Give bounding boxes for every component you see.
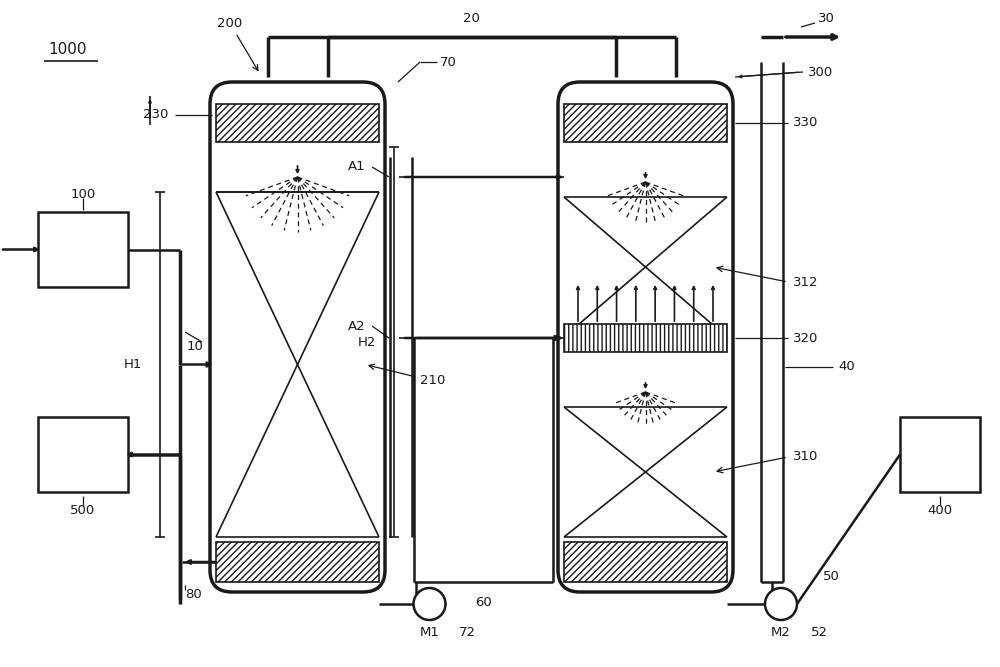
FancyBboxPatch shape bbox=[558, 82, 733, 592]
FancyBboxPatch shape bbox=[210, 82, 385, 592]
Bar bbox=[38, 212, 128, 287]
Text: 52: 52 bbox=[810, 626, 828, 638]
Text: 72: 72 bbox=[459, 626, 476, 638]
Text: 230: 230 bbox=[143, 109, 168, 121]
Bar bbox=[564, 324, 727, 352]
Text: 400: 400 bbox=[927, 504, 953, 516]
Bar bbox=[564, 542, 727, 582]
Text: H1: H1 bbox=[124, 358, 142, 371]
Text: 500: 500 bbox=[70, 504, 96, 516]
Text: M2: M2 bbox=[771, 626, 791, 638]
Bar bbox=[216, 104, 379, 142]
Text: 100: 100 bbox=[70, 187, 96, 201]
Text: 70: 70 bbox=[440, 55, 457, 69]
Text: 310: 310 bbox=[793, 450, 818, 464]
Text: H2: H2 bbox=[358, 336, 376, 348]
Circle shape bbox=[765, 588, 797, 620]
Circle shape bbox=[414, 588, 446, 620]
Text: 80: 80 bbox=[185, 588, 202, 600]
Text: 1000: 1000 bbox=[48, 43, 87, 57]
Text: 50: 50 bbox=[823, 570, 839, 582]
Text: 30: 30 bbox=[818, 13, 835, 25]
Text: 10: 10 bbox=[187, 340, 203, 354]
Text: 312: 312 bbox=[793, 275, 818, 289]
Text: 200: 200 bbox=[217, 17, 258, 71]
Text: A2: A2 bbox=[348, 319, 366, 333]
Text: M1: M1 bbox=[420, 626, 439, 638]
Bar bbox=[216, 542, 379, 582]
Bar bbox=[38, 417, 128, 492]
Text: 330: 330 bbox=[793, 117, 818, 129]
Text: 20: 20 bbox=[463, 13, 480, 25]
Text: A1: A1 bbox=[348, 161, 366, 173]
Bar bbox=[564, 104, 727, 142]
Text: 40: 40 bbox=[838, 360, 855, 374]
Text: 210: 210 bbox=[369, 364, 445, 388]
Text: 300: 300 bbox=[808, 65, 833, 79]
Text: 320: 320 bbox=[793, 331, 818, 344]
Text: 60: 60 bbox=[475, 596, 492, 608]
Bar bbox=[900, 417, 980, 492]
